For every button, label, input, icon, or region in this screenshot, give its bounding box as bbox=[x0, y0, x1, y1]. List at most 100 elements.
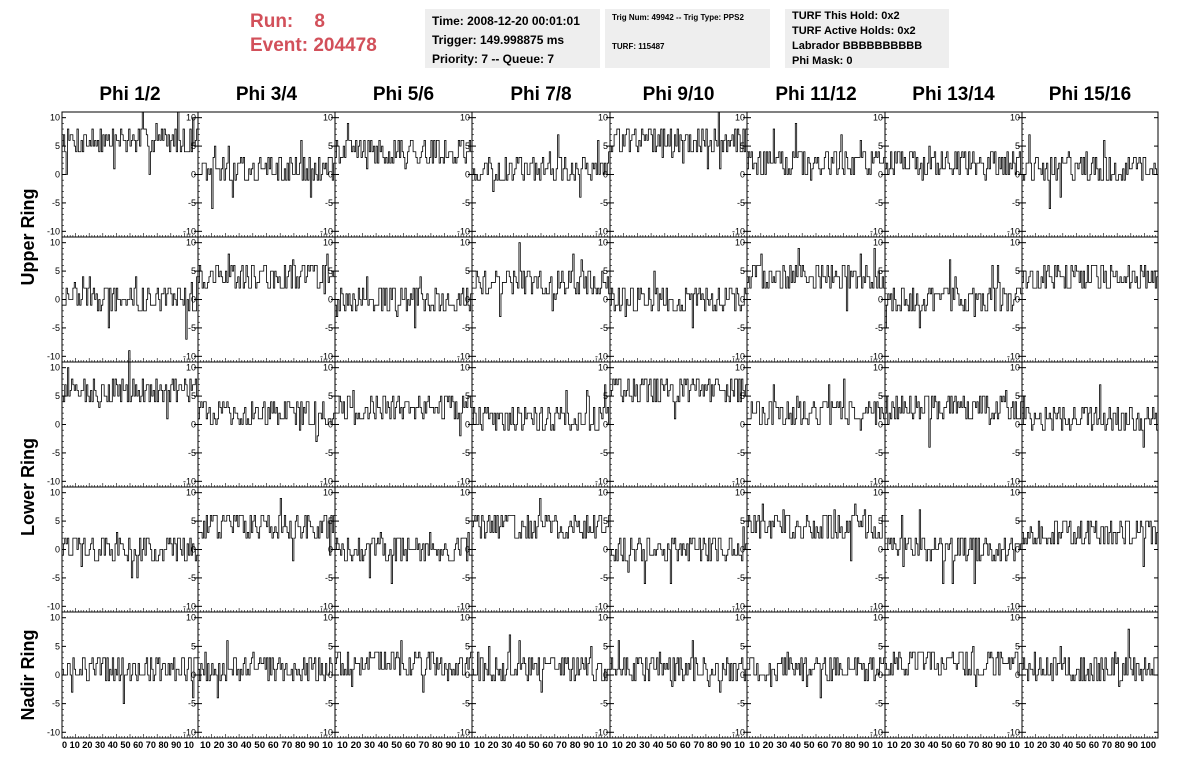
y-tick-label: -10 bbox=[732, 476, 745, 486]
waveform-trace bbox=[62, 532, 199, 579]
y-tick-label: 5 bbox=[878, 641, 883, 651]
waveform-trace bbox=[62, 276, 199, 340]
y-tick-label: -5 bbox=[325, 699, 333, 709]
y-tick-label: 0 bbox=[740, 545, 745, 555]
y-tick-label: -5 bbox=[52, 448, 60, 458]
y-tick-label: -5 bbox=[875, 699, 883, 709]
turf-this-hold-text: TURF This Hold: 0x2 bbox=[792, 10, 900, 22]
panel: -10 -5 0 5 10 bbox=[732, 361, 886, 488]
y-tick-label: -5 bbox=[462, 323, 470, 333]
time-info-box: Time: 2008-12-20 00:01:01 Trigger: 149.9… bbox=[425, 9, 600, 68]
y-tick-label: -5 bbox=[737, 448, 745, 458]
y-tick-label: -5 bbox=[737, 699, 745, 709]
y-tick-label: 5 bbox=[328, 516, 333, 526]
y-tick-label: 0 bbox=[878, 295, 883, 305]
y-tick-label: 5 bbox=[191, 391, 196, 401]
labrador-text: Labrador BBBBBBBBBB bbox=[792, 40, 923, 52]
panel: -10 -5 0 5 10 bbox=[870, 486, 1023, 613]
y-tick-label: 10 bbox=[186, 613, 196, 623]
y-tick-label: 10 bbox=[598, 113, 608, 123]
y-tick-label: -5 bbox=[875, 448, 883, 458]
y-tick-label: 0 bbox=[603, 295, 608, 305]
phi-mask-text: Phi Mask: 0 bbox=[792, 55, 853, 67]
y-tick-label: 0 bbox=[191, 170, 196, 180]
column-header: Phi 7/8 bbox=[510, 84, 572, 105]
y-tick-label: 0 bbox=[465, 670, 470, 680]
panel: -10 -5 0 5 10 bbox=[183, 236, 336, 363]
y-tick-label: 5 bbox=[465, 641, 470, 651]
column-header: Phi 11/12 bbox=[775, 84, 857, 105]
panel-frame bbox=[884, 361, 1023, 488]
y-tick-label: 0 bbox=[465, 420, 470, 430]
y-tick-label: 10 bbox=[735, 113, 745, 123]
panel: -10 -5 0 5 10 10 20 30 40 50 60 70 80 90 10 bbox=[732, 611, 886, 750]
y-tick-label: 5 bbox=[1015, 391, 1020, 401]
y-tick-label: 5 bbox=[55, 641, 60, 651]
y-tick-label: 10 bbox=[735, 613, 745, 623]
y-tick-label: -5 bbox=[188, 448, 196, 458]
y-tick-label: -5 bbox=[462, 448, 470, 458]
priority-text: Priority: 7 -- Queue: 7 bbox=[432, 52, 555, 66]
turf-info-box: TURF This Hold: 0x2 TURF Active Holds: 0… bbox=[785, 9, 949, 68]
y-tick-label: -10 bbox=[457, 226, 470, 236]
y-tick-label: 10 bbox=[50, 363, 60, 373]
waveform-trace bbox=[610, 526, 748, 584]
y-tick-label: -5 bbox=[325, 448, 333, 458]
y-tick-label: -5 bbox=[188, 573, 196, 583]
waveform-trace bbox=[747, 247, 886, 312]
y-tick-label: -5 bbox=[1012, 699, 1020, 709]
panel: -10 -5 0 5 10 bbox=[870, 236, 1023, 363]
y-tick-label: -10 bbox=[47, 727, 60, 737]
y-tick-label: -5 bbox=[325, 573, 333, 583]
y-tick-label: 5 bbox=[740, 516, 745, 526]
y-tick-label: 0 bbox=[878, 420, 883, 430]
y-tick-label: -10 bbox=[1007, 226, 1020, 236]
y-tick-label: -5 bbox=[600, 198, 608, 208]
y-tick-label: 0 bbox=[55, 545, 60, 555]
y-tick-label: 10 bbox=[186, 238, 196, 248]
y-tick-label: 0 bbox=[603, 670, 608, 680]
y-tick-label: -10 bbox=[1007, 351, 1020, 361]
y-tick-label: 5 bbox=[55, 516, 60, 526]
panel: -10 -5 0 5 10 bbox=[183, 361, 336, 488]
y-tick-label: 0 bbox=[328, 295, 333, 305]
y-tick-label: -5 bbox=[52, 198, 60, 208]
y-tick-label: 5 bbox=[740, 391, 745, 401]
panel: -10 -5 0 5 10 bbox=[47, 111, 199, 238]
waveform-trace bbox=[335, 122, 473, 170]
y-tick-label: 10 bbox=[323, 113, 333, 123]
y-tick-label: 10 bbox=[598, 613, 608, 623]
y-tick-label: -10 bbox=[595, 727, 608, 737]
y-tick-label: 0 bbox=[1015, 295, 1020, 305]
x-tick-labels: 10 20 30 40 50 60 70 80 90 10 bbox=[749, 740, 883, 750]
y-tick-label: -10 bbox=[870, 727, 883, 737]
y-tick-label: 10 bbox=[735, 238, 745, 248]
panel: -10 -5 0 5 10 10 20 30 40 50 60 70 80 90 10 bbox=[457, 611, 611, 750]
panel: -10 -5 0 5 10 bbox=[320, 236, 473, 363]
panel: -10 -5 0 5 10 bbox=[595, 111, 748, 238]
y-tick-label: 0 bbox=[465, 170, 470, 180]
y-tick-label: 10 bbox=[1010, 613, 1020, 623]
panel-frame bbox=[334, 111, 473, 238]
panel: -10 -5 0 5 10 bbox=[732, 486, 886, 613]
waveform-trace bbox=[885, 509, 1023, 584]
y-tick-label: 0 bbox=[878, 545, 883, 555]
y-tick-label: -5 bbox=[52, 573, 60, 583]
y-tick-label: 5 bbox=[328, 391, 333, 401]
y-tick-label: -10 bbox=[47, 226, 60, 236]
waveform-trace bbox=[747, 651, 886, 699]
x-tick-labels: 10 20 30 40 50 60 70 80 90 100 bbox=[1024, 740, 1156, 750]
y-tick-label: -5 bbox=[1012, 198, 1020, 208]
y-tick-label: 5 bbox=[603, 141, 608, 151]
y-tick-label: -5 bbox=[600, 323, 608, 333]
y-tick-label: 0 bbox=[55, 295, 60, 305]
y-tick-label: 10 bbox=[460, 113, 470, 123]
y-tick-label: 10 bbox=[873, 613, 883, 623]
waveform-trace bbox=[747, 378, 886, 431]
panel: -10 -5 0 5 10 bbox=[457, 236, 611, 363]
y-tick-label: 0 bbox=[191, 670, 196, 680]
panel: -10 -5 0 5 10 bbox=[183, 486, 336, 613]
y-tick-label: 5 bbox=[1015, 641, 1020, 651]
y-tick-label: 10 bbox=[186, 363, 196, 373]
